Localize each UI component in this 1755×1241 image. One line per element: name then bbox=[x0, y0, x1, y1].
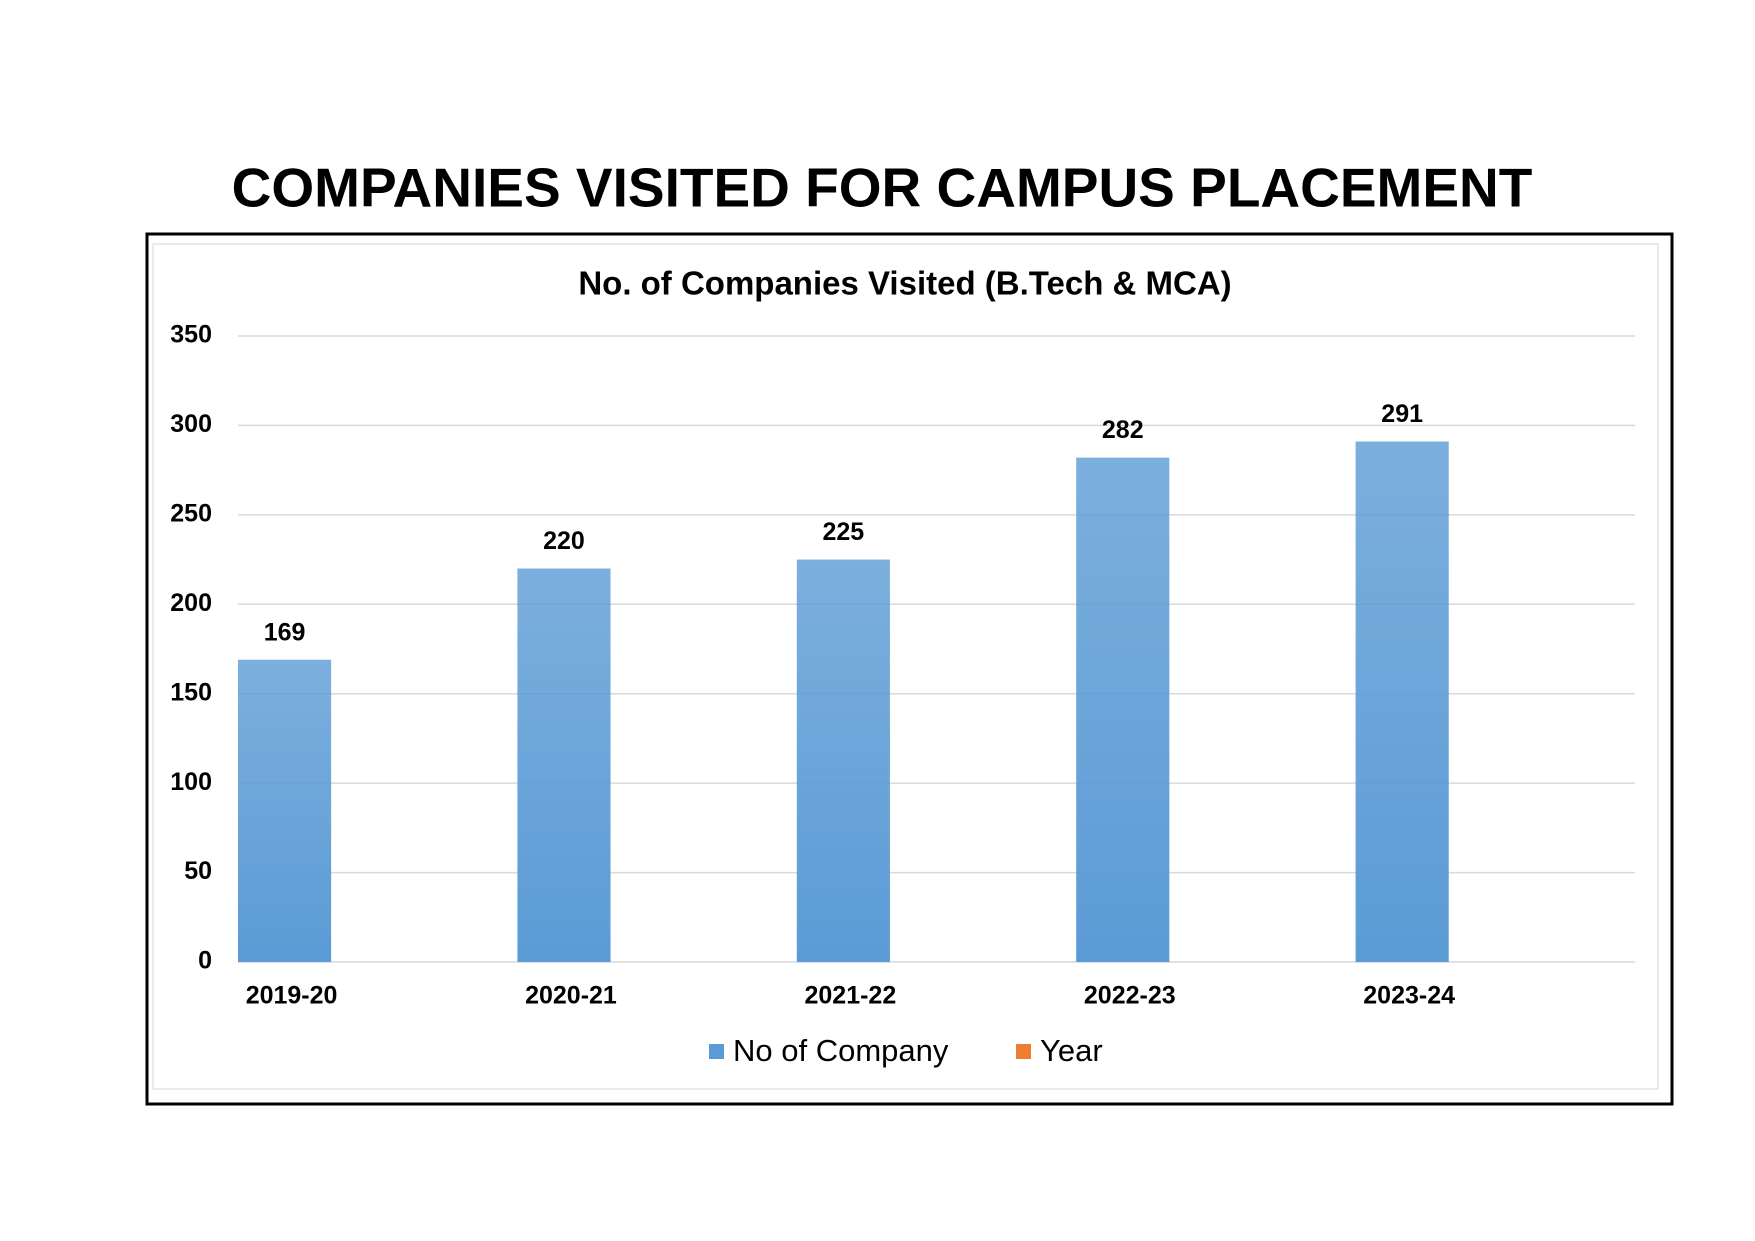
y-tick-label: 150 bbox=[170, 678, 212, 706]
chart-frame bbox=[152, 243, 1659, 1090]
legend-swatch bbox=[709, 1044, 724, 1059]
data-label: 169 bbox=[264, 618, 306, 646]
data-label: 282 bbox=[1102, 416, 1144, 444]
x-tick-label: 2022-23 bbox=[1084, 982, 1176, 1010]
data-label: 225 bbox=[823, 518, 865, 546]
page-title: COMPANIES VISITED FOR CAMPUS PLACEMENT bbox=[232, 157, 1533, 219]
x-tick-label: 2021-22 bbox=[804, 982, 896, 1010]
y-tick-label: 0 bbox=[198, 947, 212, 975]
x-tick-label: 2019-20 bbox=[246, 982, 338, 1010]
outer-frame bbox=[145, 232, 1674, 1106]
y-tick-label: 300 bbox=[170, 410, 212, 438]
bar bbox=[238, 659, 332, 962]
legend-swatch bbox=[1016, 1044, 1031, 1059]
bar bbox=[1355, 441, 1449, 962]
legend-label: Year bbox=[1040, 1033, 1103, 1068]
y-tick-label: 100 bbox=[170, 768, 212, 796]
bar bbox=[517, 568, 611, 962]
y-tick-label: 350 bbox=[170, 321, 212, 349]
bar bbox=[796, 559, 890, 962]
y-tick-label: 50 bbox=[184, 857, 212, 885]
chart-title: No. of Companies Visited (B.Tech & MCA) bbox=[578, 265, 1231, 302]
y-tick-label: 200 bbox=[170, 589, 212, 617]
x-tick-label: 2020-21 bbox=[525, 982, 617, 1010]
bar bbox=[1076, 457, 1170, 962]
data-label: 291 bbox=[1381, 400, 1423, 428]
data-label: 220 bbox=[543, 527, 585, 555]
legend-label: No of Company bbox=[733, 1033, 949, 1068]
x-tick-label: 2023-24 bbox=[1363, 982, 1455, 1010]
y-tick-label: 250 bbox=[170, 499, 212, 527]
